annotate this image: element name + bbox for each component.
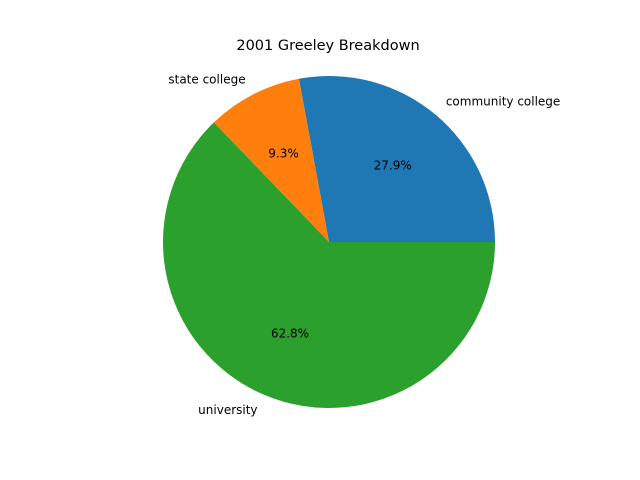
slice-label-state-college: state college bbox=[168, 73, 245, 87]
slice-pct-community-college: 27.9% bbox=[374, 158, 412, 172]
chart-title: 2001 Greeley Breakdown bbox=[236, 38, 419, 54]
pie-slices bbox=[162, 75, 496, 408]
pie-slice-community-college bbox=[298, 75, 495, 242]
slice-pct-state-college: 9.3% bbox=[268, 146, 299, 160]
pie-slice-university bbox=[162, 122, 496, 408]
pie-labels: community college 27.9% state college 9.3% u… bbox=[168, 73, 560, 417]
slice-label-university: university bbox=[198, 403, 257, 417]
slice-label-community-college: community college bbox=[446, 95, 560, 109]
pie-slice-state-college bbox=[213, 78, 329, 242]
slice-pct-university: 62.8% bbox=[271, 327, 309, 341]
